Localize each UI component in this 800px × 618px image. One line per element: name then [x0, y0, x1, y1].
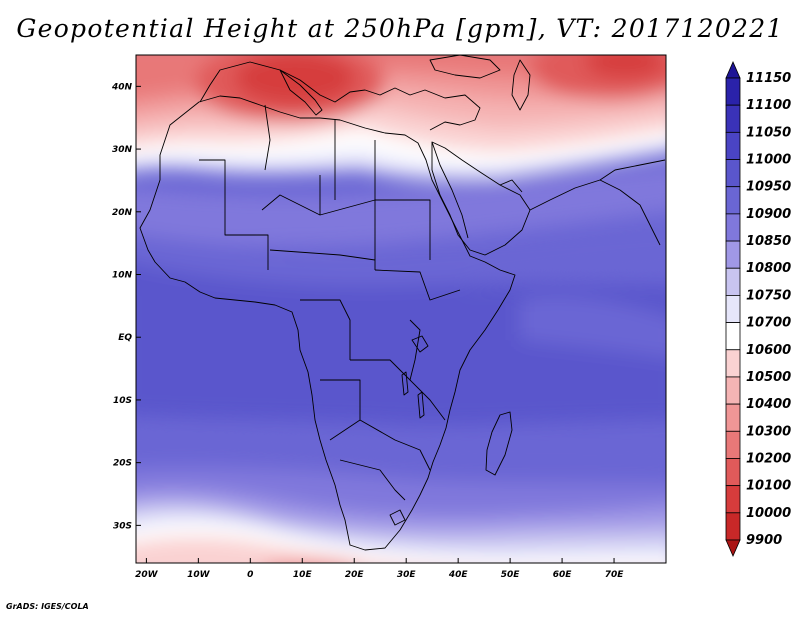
- x-tick-label: 20E: [345, 570, 365, 580]
- grads-footer: GrADS: IGES/COLA: [6, 602, 89, 611]
- colorbar-min-triangle: [725, 539, 741, 557]
- colorbar-swatch: [725, 159, 741, 188]
- map-title: Geopotential Height at 250hPa [gpm], VT:…: [16, 14, 784, 43]
- colorbar: 11150 11100 11050 11000 10950 10900 10850 10800…: [725, 61, 791, 557]
- colorbar-label: 10700: [746, 316, 791, 331]
- colorbar-swatch: [725, 295, 741, 323]
- map-figure: 20W 10W 0 10E 20E 30E 40E 50E 60E 70E 40N 30N 20N 10…: [111, 54, 791, 580]
- colorbar-swatch: [725, 131, 741, 160]
- colorbar-label: 10300: [746, 424, 791, 439]
- x-axis: 20W 10W 0 10E 20E 30E 40E 50E 60E 70E: [135, 558, 624, 580]
- y-tick-label: 30S: [113, 521, 132, 531]
- colorbar-swatch: [725, 186, 741, 215]
- x-tick-label: 50E: [501, 570, 521, 580]
- colorbar-label: 10950: [746, 180, 791, 195]
- colorbar-swatch: [725, 349, 741, 378]
- x-tick-label: 0: [247, 570, 253, 580]
- x-tick-label: 40E: [448, 570, 469, 580]
- colorbar-label: 9900: [746, 533, 782, 548]
- x-tick-label: 20W: [135, 570, 159, 580]
- y-tick-label: 30N: [112, 145, 133, 155]
- colorbar-swatch: [725, 267, 741, 296]
- y-tick-label: 40N: [111, 82, 133, 92]
- colorbar-swatch: [725, 104, 741, 133]
- colorbar-swatch: [725, 485, 741, 514]
- x-tick-label: 70E: [605, 570, 625, 580]
- y-tick-label: 20S: [113, 459, 132, 469]
- colorbar-label: 10750: [746, 288, 791, 303]
- x-tick-label: 60E: [553, 570, 573, 580]
- colorbar-swatch: [725, 512, 741, 541]
- height-field: [136, 55, 666, 563]
- colorbar-label: 10600: [746, 343, 791, 358]
- colorbar-swatch: [725, 322, 741, 351]
- colorbar-label: 10000: [746, 506, 791, 521]
- colorbar-swatch: [725, 213, 741, 242]
- colorbar-label: 11050: [746, 125, 791, 140]
- colorbar-label: 10900: [746, 207, 791, 222]
- colorbar-swatch: [725, 77, 741, 106]
- y-tick-label: 20N: [112, 208, 133, 218]
- colorbar-swatch: [725, 376, 741, 405]
- y-axis: 40N 30N 20N 10N EQ 10S 20S 30S: [111, 82, 141, 531]
- colorbar-label: 10500: [746, 370, 791, 385]
- y-tick-label: 10N: [112, 271, 133, 281]
- x-tick-label: 30E: [397, 570, 417, 580]
- colorbar-label: 10800: [746, 261, 791, 276]
- plot-frame: [135, 54, 667, 564]
- y-tick-label: 10S: [113, 396, 132, 406]
- colorbar-label: 10200: [746, 451, 791, 466]
- coastlines-borders: [139, 55, 666, 551]
- colorbar-swatch: [725, 430, 741, 459]
- colorbar-swatch: [725, 403, 741, 432]
- colorbar-label: 11000: [746, 153, 791, 168]
- colorbar-label: 10400: [746, 397, 791, 412]
- colorbar-swatch: [725, 458, 741, 487]
- colorbar-label: 11100: [746, 98, 791, 113]
- colorbar-swatch: [725, 240, 741, 269]
- colorbar-label: 11150: [746, 71, 791, 86]
- x-tick-label: 10E: [293, 570, 313, 580]
- colorbar-label: 10850: [746, 234, 791, 249]
- colorbar-max-triangle: [725, 61, 741, 79]
- y-tick-label: EQ: [118, 333, 132, 343]
- colorbar-label: 10100: [746, 479, 791, 494]
- x-tick-label: 10W: [187, 570, 211, 580]
